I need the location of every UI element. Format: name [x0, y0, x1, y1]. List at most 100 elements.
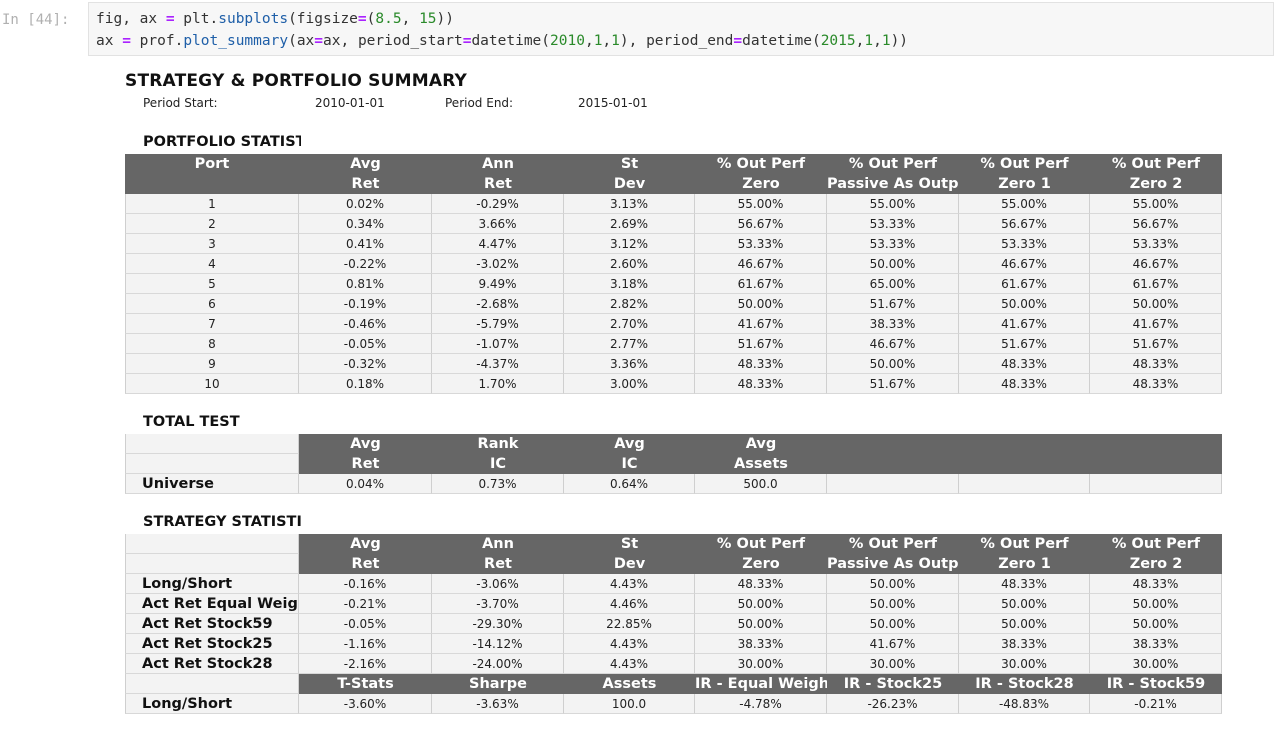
code-line-2: ax = prof.plot_summary(ax=ax, period_sta…	[96, 33, 908, 49]
code-token: =	[733, 33, 743, 49]
portfolio-data-cell: -0.22%	[299, 254, 432, 274]
strategy-data-cell: 22.85%	[564, 614, 695, 634]
code-token: fig, ax	[96, 11, 166, 27]
portfolio-header-cell: % Out Perf	[695, 154, 827, 174]
portfolio-data-cell: 48.33%	[1090, 354, 1222, 374]
code-token: 1	[593, 33, 603, 49]
portfolio-data-cell: 50.00%	[827, 354, 959, 374]
portfolio-data-cell: 7	[125, 314, 299, 334]
strategy-data-cell: -0.16%	[299, 574, 432, 594]
code-token: 8.5	[375, 11, 402, 27]
code-token: ))	[890, 33, 909, 49]
portfolio-header-cell: Dev	[564, 174, 695, 194]
code-token: ,	[584, 33, 594, 49]
portfolio-data-cell: 56.67%	[1090, 214, 1222, 234]
strategy-header-cell: Zero	[695, 554, 827, 574]
code-token: datetime(	[742, 33, 821, 49]
total-test-header-cell: Avg	[299, 434, 432, 454]
code-input-area[interactable]: fig, ax = plt.subplots(figsize=(8.5, 15)…	[88, 2, 1274, 56]
portfolio-data-cell: 9	[125, 354, 299, 374]
strategy-header-cell: Ann	[432, 534, 564, 554]
portfolio-data-cell: 3.36%	[564, 354, 695, 374]
strategy-data-cell: -1.16%	[299, 634, 432, 654]
code-token: 15	[419, 11, 437, 27]
portfolio-header-cell: St	[564, 154, 695, 174]
portfolio-data-cell: 8	[125, 334, 299, 354]
total-test-header-cell: Rank	[432, 434, 564, 454]
period-start-value: 2010-01-01	[315, 96, 385, 110]
code-token: ,	[873, 33, 882, 49]
portfolio-header-cell: Port	[125, 154, 299, 174]
strategy-header-blank	[125, 534, 299, 554]
strategy-data-cell: 50.00%	[827, 594, 959, 614]
strategy-row-label: Act Ret Equal Weight	[125, 594, 299, 614]
portfolio-header-cell: Zero 2	[1090, 174, 1222, 194]
portfolio-data-cell: 50.00%	[827, 254, 959, 274]
code-token: ))	[436, 11, 454, 27]
total-test-data-cell: 0.04%	[299, 474, 432, 494]
strategy-header-cell: Ret	[299, 554, 432, 574]
code-token: =	[357, 11, 367, 27]
strategy-data-cell: 38.33%	[695, 634, 827, 654]
strategy-header-cell: Dev	[564, 554, 695, 574]
portfolio-data-cell: -0.32%	[299, 354, 432, 374]
strategy-data-cell: -2.16%	[299, 654, 432, 674]
portfolio-data-cell: 53.33%	[827, 234, 959, 254]
strategy-header-cell: % Out Perf	[827, 534, 959, 554]
portfolio-data-cell: 53.33%	[695, 234, 827, 254]
portfolio-data-cell: 10	[125, 374, 299, 394]
strategy-row-label: Act Ret Stock59	[125, 614, 299, 634]
strategy-header-cell: IR - Stock59	[1090, 674, 1222, 694]
portfolio-data-cell: 46.67%	[827, 334, 959, 354]
portfolio-data-cell: 61.67%	[959, 274, 1090, 294]
strategy-data-cell: 50.00%	[695, 614, 827, 634]
total-test-data-cell	[1090, 474, 1222, 494]
strategy-data-cell: 38.33%	[959, 634, 1090, 654]
strategy-data-cell: -3.60%	[299, 694, 432, 714]
portfolio-header-cell: Zero	[695, 174, 827, 194]
strategy-data-cell: 4.43%	[564, 634, 695, 654]
code-token: datetime(	[471, 33, 551, 49]
portfolio-data-cell: -5.79%	[432, 314, 564, 334]
portfolio-data-cell: 51.67%	[827, 294, 959, 314]
strategy-data-cell: -0.21%	[1090, 694, 1222, 714]
strategy-data-cell: -14.12%	[432, 634, 564, 654]
strategy-data-cell: 48.33%	[695, 574, 827, 594]
portfolio-data-cell: 61.67%	[1090, 274, 1222, 294]
portfolio-data-cell: 3.18%	[564, 274, 695, 294]
portfolio-header-cell: % Out Perf	[959, 154, 1090, 174]
portfolio-data-cell: -1.07%	[432, 334, 564, 354]
strategy-header-cell: IR - Equal Weight	[695, 674, 827, 694]
portfolio-data-cell: 56.67%	[959, 214, 1090, 234]
code-token: (figsize	[288, 11, 358, 27]
strategy-data-cell: 4.43%	[564, 574, 695, 594]
strategy-row-label: Act Ret Stock25	[125, 634, 299, 654]
portfolio-data-cell: 61.67%	[695, 274, 827, 294]
code-token: ), period_end	[619, 33, 734, 49]
strategy-data-cell: 30.00%	[827, 654, 959, 674]
portfolio-data-cell: 55.00%	[959, 194, 1090, 214]
portfolio-data-cell: 2.82%	[564, 294, 695, 314]
portfolio-data-cell: 38.33%	[827, 314, 959, 334]
strategy-data-cell: 30.00%	[1090, 654, 1222, 674]
portfolio-data-cell: -4.37%	[432, 354, 564, 374]
cell-prompt: In [44]:	[2, 12, 70, 28]
strategy-data-cell: 48.33%	[1090, 574, 1222, 594]
portfolio-data-cell: 46.67%	[1090, 254, 1222, 274]
portfolio-data-cell: 41.67%	[1090, 314, 1222, 334]
code-token: =	[314, 33, 324, 49]
strategy-header-cell: Zero 2	[1090, 554, 1222, 574]
portfolio-header-cell: Passive As Outperf	[827, 174, 959, 194]
strategy-data-cell: -0.21%	[299, 594, 432, 614]
code-token: =	[165, 11, 175, 27]
portfolio-data-cell: 41.67%	[695, 314, 827, 334]
portfolio-data-cell: 50.00%	[1090, 294, 1222, 314]
strategy-header-cell: % Out Perf	[959, 534, 1090, 554]
portfolio-data-cell: 51.67%	[1090, 334, 1222, 354]
strategy-header-cell: IR - Stock25	[827, 674, 959, 694]
code-token: ,	[602, 33, 612, 49]
portfolio-data-cell: 2.77%	[564, 334, 695, 354]
portfolio-header-cell: % Out Perf	[1090, 154, 1222, 174]
strategy-data-cell: -48.83%	[959, 694, 1090, 714]
strategy-data-cell: -3.63%	[432, 694, 564, 714]
